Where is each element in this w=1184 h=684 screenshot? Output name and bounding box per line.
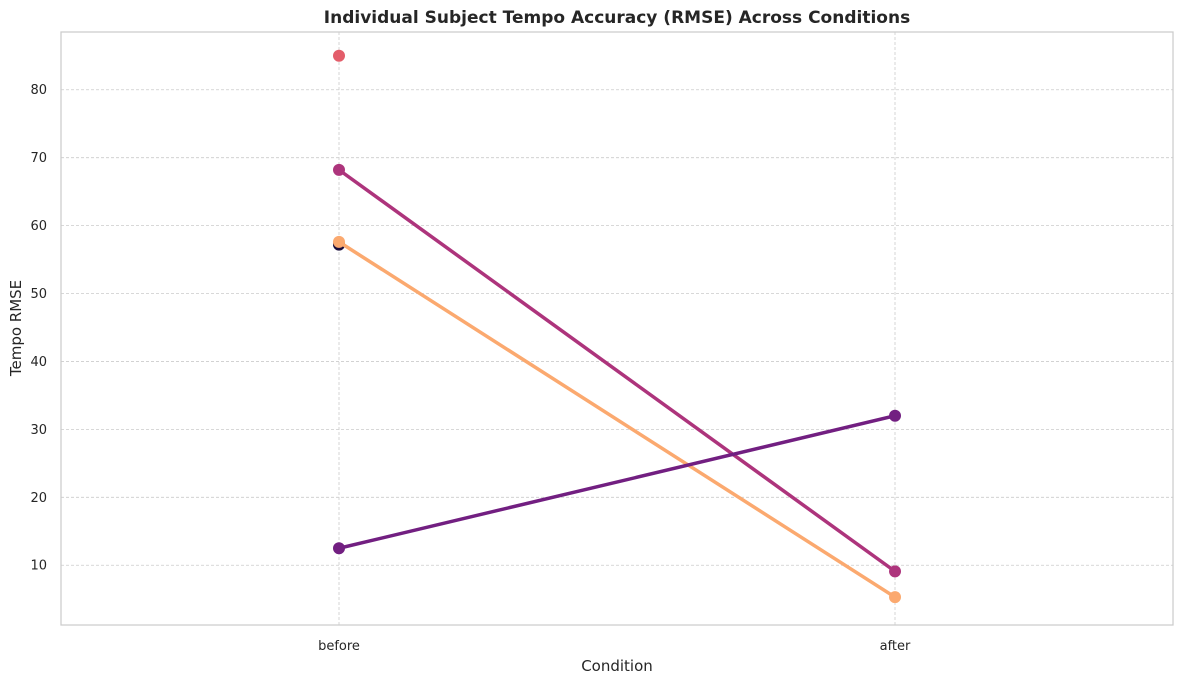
y-tick-label: 40: [30, 355, 47, 370]
plot-frame: [60, 31, 1174, 626]
series-line: [337, 240, 897, 599]
data-point: [333, 235, 345, 248]
chart-title: Individual Subject Tempo Accuracy (RMSE)…: [324, 8, 910, 28]
y-tick-label: 20: [30, 491, 47, 506]
data-point: [889, 565, 901, 578]
y-tick-label: 50: [30, 287, 47, 302]
series-line: [337, 168, 897, 574]
data-point: [333, 163, 345, 176]
y-tick-label: 30: [30, 423, 47, 438]
series-line: [337, 414, 897, 550]
series-3: [333, 235, 901, 604]
series-1: [333, 163, 901, 578]
data-point: [333, 49, 345, 62]
series-layer: [333, 49, 901, 604]
y-tick-label: 80: [30, 83, 47, 98]
data-point: [333, 542, 345, 555]
series-4: [333, 409, 901, 555]
grid-layer: [61, 32, 1173, 625]
data-point: [889, 409, 901, 422]
x-tick-label: before: [318, 639, 360, 654]
y-axis-label: Tempo RMSE: [7, 280, 25, 377]
series-0: [333, 49, 345, 62]
x-tick-label: after: [880, 639, 911, 654]
y-tick-label: 70: [30, 151, 47, 166]
y-tick-label: 10: [30, 559, 47, 574]
data-point: [889, 591, 901, 604]
tick-layer: 10 20 30 40 50 60 70 80 before after: [30, 83, 911, 654]
y-tick-label: 60: [30, 219, 47, 234]
x-axis-label: Condition: [581, 657, 653, 675]
